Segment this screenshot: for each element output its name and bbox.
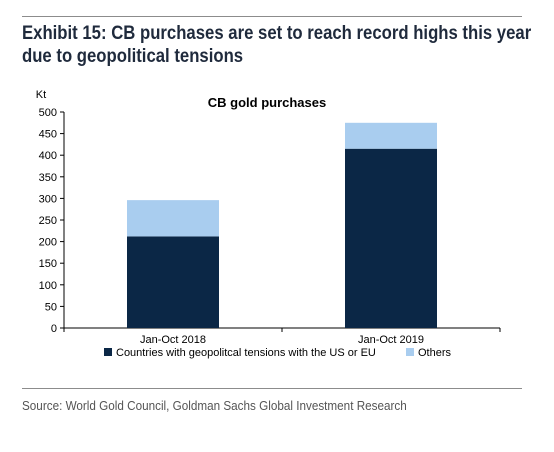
labels: 0 50 100 150 200 250 300 350 400 450 500 Kt CB gold … [36,89,424,346]
bars [127,122,437,328]
y-tick-label: 0 [51,323,57,335]
bar-geopolitical-2 [345,148,437,328]
legend-label-others: Others [418,347,452,359]
y-tick-label: 350 [39,172,57,184]
y-tick-label: 450 [39,129,57,141]
legend: Countries with geopolitcal tensions with… [104,347,452,359]
y-tick-label: 50 [45,301,57,313]
legend-label-geopolitical: Countries with geopolitcal tensions with… [116,347,376,359]
bar-geopolitical-1 [127,236,219,328]
y-tick-label: 300 [39,193,57,205]
y-tick-label: 200 [39,237,57,249]
bar-others-2 [345,122,437,149]
cb-gold-purchases-chart: 0 50 100 150 200 250 300 350 400 450 500 Kt CB gold … [36,89,501,359]
exhibit-title-line-2: due to geopolitical tensions [22,46,244,67]
exhibit-title: Exhibit 15: CB purchases are set to reac… [22,22,532,68]
exhibit-title-line-1: Exhibit 15: CB purchases are set to reac… [22,23,532,44]
y-tick-label: 100 [39,280,57,292]
y-axis-label: Kt [36,89,46,101]
chart-frame: 0 50 100 150 200 250 300 350 400 450 500 Kt CB gold … [22,85,522,380]
chart-title: CB gold purchases [208,95,326,110]
bottom-rule [22,388,522,389]
y-tick-label: 250 [39,215,57,227]
x-tick-label: Jan-Oct 2019 [358,334,424,346]
x-tick-label: Jan-Oct 2018 [140,334,206,346]
top-rule [22,16,522,17]
y-tick-label: 400 [39,150,57,162]
source-note: Source: World Gold Council, Goldman Sach… [22,398,407,413]
y-tick-label: 500 [39,107,57,119]
legend-swatch-others [406,348,414,356]
y-tick-label: 150 [39,258,57,270]
bar-others-1 [127,200,219,237]
legend-swatch-geopolitical [104,348,112,356]
